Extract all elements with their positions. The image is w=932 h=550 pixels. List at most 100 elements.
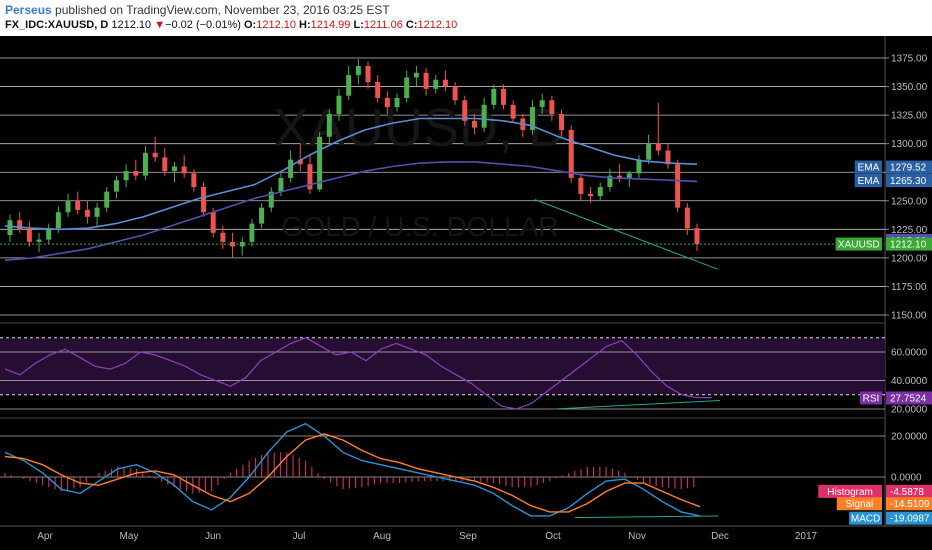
candle-body (220, 232, 226, 242)
time-tick-label: Dec (711, 531, 729, 542)
rsi-tick-label: 60.0000 (891, 348, 928, 359)
time-tick-label: May (120, 531, 139, 542)
candle-body (549, 100, 555, 114)
price-tick-label: 1250.00 (891, 196, 928, 207)
author-name[interactable]: Perseus (5, 3, 52, 17)
annotation-value: 1212.10 (890, 240, 927, 251)
candle-body (336, 95, 342, 114)
candle-body (346, 75, 352, 96)
candle-body (462, 100, 468, 121)
time-tick-label: Sep (459, 531, 477, 542)
candle-body (113, 180, 119, 192)
open-label: O: (243, 19, 257, 31)
ema-slow-line (4, 161, 698, 261)
annotation-label-box (835, 237, 882, 251)
symbol-label[interactable]: FX_IDC:XAUUSD, D (5, 19, 109, 31)
time-tick-label: Jun (205, 531, 221, 542)
time-tick-label: Jul (293, 531, 306, 542)
candle-body (365, 65, 371, 82)
candle-body (75, 200, 81, 210)
rsi-line (4, 337, 712, 410)
rsi-band (0, 337, 885, 395)
candle-body (17, 220, 23, 230)
candle-body (191, 173, 197, 188)
candle-body (607, 175, 613, 188)
price-axis-panel (885, 36, 932, 550)
macd-annotation-value: -19.0987 (890, 514, 930, 525)
chart-layer: 1375.001350.001325.001300.001275.001250.… (0, 54, 932, 542)
candle-body (65, 200, 71, 213)
macd-annotation-value-box (886, 497, 932, 511)
rsi-tick-label: 40.0000 (891, 376, 928, 387)
annotation-value: 1279.52 (890, 163, 927, 174)
open-value: 1212.10 (256, 19, 296, 31)
price-tick-label: 1150.00 (891, 311, 927, 322)
macd-annotation-value-box (886, 484, 932, 498)
candle-body (655, 143, 661, 151)
chart-canvas[interactable]: XAUUSD, D GOLD / U.S. DOLLAR 1375.001350… (0, 36, 932, 550)
candle-body (404, 77, 410, 98)
macd-annotation-label: MACD (851, 514, 880, 525)
annotation-label: EMA (858, 176, 880, 187)
annotation-label-box (854, 160, 882, 174)
candle-body (578, 177, 584, 194)
candle-body (394, 97, 400, 108)
time-tick-label: Oct (545, 531, 561, 542)
candle-body (317, 136, 323, 190)
macd-annotation-value-box (886, 511, 932, 525)
candle-body (26, 229, 32, 242)
rsi-trendline (554, 399, 721, 410)
candle-body (626, 173, 632, 178)
close-value: 1212.10 (417, 19, 458, 31)
candle-body (249, 223, 255, 242)
candle-body (55, 212, 61, 229)
candle-body (171, 166, 177, 172)
rsi-tick-label: 20.0000 (891, 405, 928, 416)
candle-body (288, 159, 294, 178)
candle-body (104, 191, 110, 208)
symbol-line: FX_IDC:XAUUSD, D 1212.10 ▼−0.02 (−0.01%)… (5, 19, 457, 31)
candle-body (259, 207, 265, 224)
macd-annotation-label-box (849, 511, 882, 525)
candle-body (500, 88, 506, 105)
macd-trendline (574, 515, 719, 519)
candle-body (442, 79, 448, 87)
price-tick-label: 1350.00 (891, 82, 928, 93)
annotation-value-box (886, 173, 932, 187)
candle-body (684, 207, 690, 229)
price-tick-label: 1200.00 (891, 253, 928, 264)
candle-body (239, 241, 245, 247)
price-tick-label: 1325.00 (891, 111, 928, 122)
candle-body (133, 171, 139, 176)
macd-annotation-label: Signal (845, 499, 873, 510)
macd-annotation-label: Histogram (827, 487, 873, 498)
header-bar: Perseus published on TradingView.com, No… (0, 0, 932, 36)
macd-line (4, 422, 701, 517)
candle-body (665, 150, 671, 165)
candle-body (201, 187, 207, 213)
candle-body (597, 187, 603, 197)
annotation-label: XAUUSD (838, 240, 880, 251)
price-trendline (534, 199, 719, 270)
price-tick-label: 1300.00 (891, 139, 928, 150)
time-tick-label: 2017 (795, 531, 818, 542)
candle-body (268, 191, 274, 208)
macd-annotation-label-box (818, 484, 882, 498)
low-value: 1211.06 (363, 19, 403, 31)
candle-body (326, 113, 332, 137)
candle-body (530, 107, 536, 130)
annotation-value-box (886, 237, 932, 251)
candle-body (568, 129, 574, 178)
candle-body (142, 152, 148, 176)
published-text: published on TradingView.com, November 2… (55, 3, 390, 17)
signal-line (4, 433, 701, 513)
change-arrow-icon: ▼ (154, 19, 166, 31)
candle-body (646, 143, 652, 160)
candle-body (539, 100, 545, 108)
candle-body (94, 207, 100, 217)
close-label: C: (405, 19, 418, 31)
candle-body (210, 212, 216, 233)
rsi-annotation-label: RSI (863, 393, 880, 404)
watermark-description: GOLD / U.S. DOLLAR (282, 211, 559, 242)
annotation-value: 1265.30 (890, 176, 927, 187)
